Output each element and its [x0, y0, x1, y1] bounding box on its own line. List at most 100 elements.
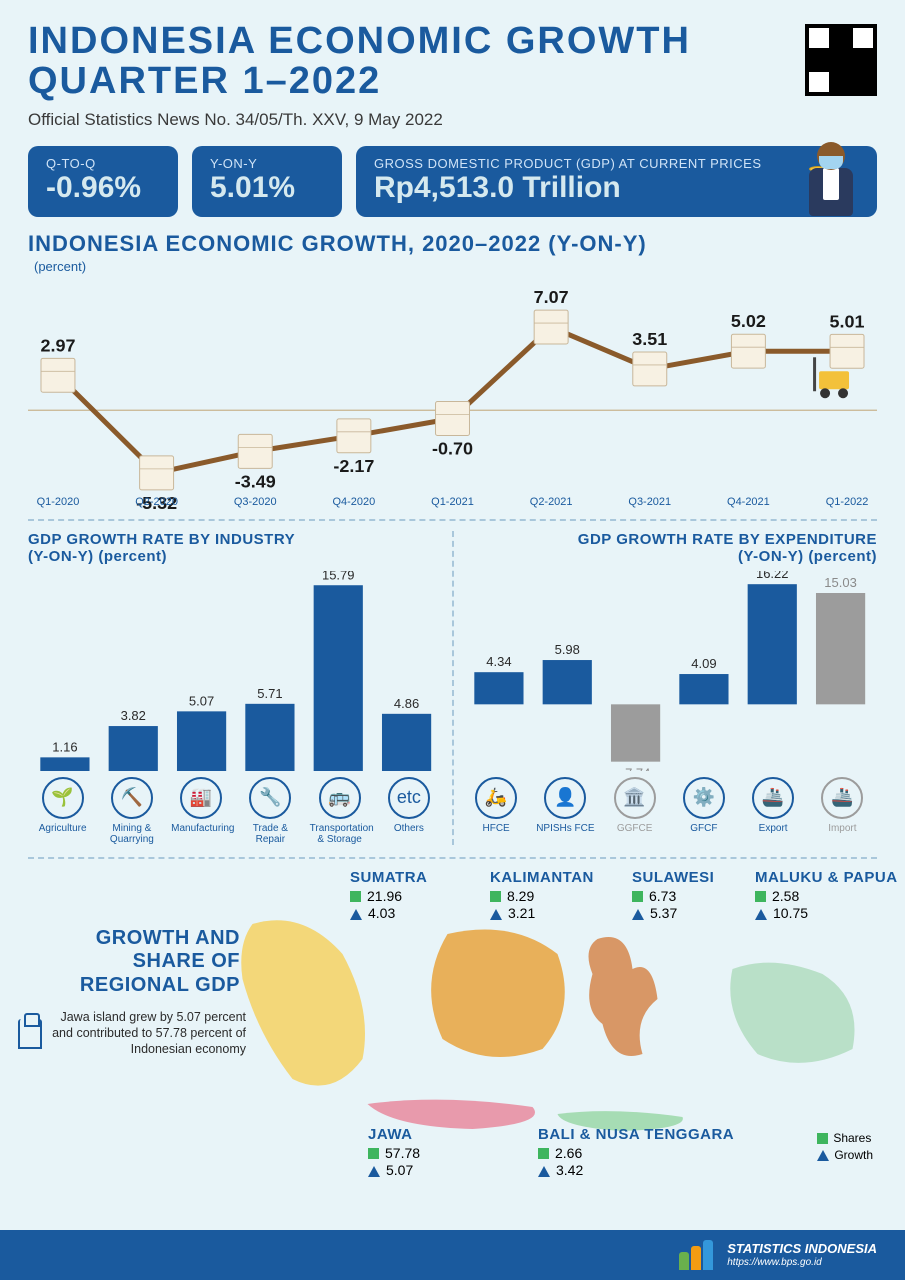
kpi-yony-label: Y-ON-Y	[210, 156, 324, 171]
svg-text:Q3-2020: Q3-2020	[234, 496, 277, 508]
kpi-gdp: GROSS DOMESTIC PRODUCT (GDP) AT CURRENT …	[356, 146, 877, 217]
category-icon: 🏭	[180, 777, 222, 819]
category-label: Others	[379, 823, 439, 834]
industry-chart: GDP GROWTH RATE BY INDUSTRY (Y-ON-Y) (pe…	[28, 531, 444, 845]
category-icon: 🚌	[319, 777, 361, 819]
title-line1: INDONESIA ECONOMIC GROWTH	[28, 20, 691, 62]
regional-legend: Shares Growth	[817, 1130, 873, 1164]
category-label: HFCE	[466, 823, 526, 834]
svg-text:Q1-2020: Q1-2020	[37, 496, 80, 508]
svg-text:15.79: 15.79	[322, 571, 355, 582]
category-label: Mining & Quarrying	[102, 823, 162, 845]
category-label: Import	[812, 823, 872, 834]
expenditure-chart: GDP GROWTH RATE BY EXPENDITURE (Y-ON-Y) …	[462, 531, 878, 845]
footer-org: STATISTICS INDONESIA	[727, 1242, 877, 1257]
industry-icon-row: 🌱 Agriculture ⛏️ Mining & Quarrying 🏭 Manufac…	[28, 777, 444, 845]
qr-code-icon[interactable]	[805, 24, 877, 96]
page-subtitle: Official Statistics News No. 34/05/Th. X…	[28, 110, 877, 130]
category-transportation-storage: 🚌 Transportation & Storage	[310, 777, 370, 845]
growth-icon	[350, 909, 362, 920]
region-share: 2.58	[772, 888, 799, 906]
category-icon: ⚙️	[683, 777, 725, 819]
region-growth: 4.03	[368, 905, 395, 923]
svg-text:2.97: 2.97	[40, 335, 75, 355]
region-share: 6.73	[649, 888, 676, 906]
region-name: JAWA	[368, 1126, 420, 1143]
category-icon: 🚢	[752, 777, 794, 819]
regional-section: GROWTH AND SHARE OF REGIONAL GDP Jawa is…	[0, 869, 905, 1224]
category-icon: 🛵	[475, 777, 517, 819]
category-manufacturing: 🏭 Manufacturing	[171, 777, 231, 845]
growth-legend-label: Growth	[834, 1147, 873, 1164]
region-sumatra: SUMATRA21.964.03	[350, 869, 427, 923]
category-label: Export	[743, 823, 803, 834]
footer: STATISTICS INDONESIA https://www.bps.go.…	[0, 1230, 905, 1280]
growth-icon	[490, 909, 502, 920]
bar-charts-row: GDP GROWTH RATE BY INDUSTRY (Y-ON-Y) (pe…	[0, 531, 905, 845]
category-icon: 🌱	[42, 777, 84, 819]
kpi-qtoq-label: Q-TO-Q	[46, 156, 160, 171]
svg-text:4.86: 4.86	[394, 696, 419, 711]
share-icon	[632, 891, 643, 902]
region-bali-nusa-tenggara: BALI & NUSA TENGGARA2.663.42	[538, 1126, 734, 1180]
svg-text:5.02: 5.02	[731, 311, 766, 331]
svg-text:5.07: 5.07	[189, 693, 214, 708]
region-maluku-papua: MALUKU & PAPUA2.5810.75	[755, 869, 898, 923]
region-sulawesi: SULAWESI6.735.37	[632, 869, 714, 923]
svg-text:-3.49: -3.49	[235, 471, 276, 491]
growth-icon	[538, 1166, 550, 1177]
category-icon: ⛏️	[111, 777, 153, 819]
divider-vertical	[452, 531, 454, 845]
svg-text:Q2-2020: Q2-2020	[135, 496, 178, 508]
category-import: 🚢Import	[812, 777, 872, 834]
svg-text:15.03: 15.03	[824, 575, 857, 590]
category-label: GGFCE	[605, 823, 665, 834]
category-label: Manufacturing	[171, 823, 231, 834]
kpi-yony-value: 5.01%	[210, 171, 324, 205]
category-label: Transportation & Storage	[310, 823, 370, 845]
svg-text:4.34: 4.34	[486, 654, 511, 669]
region-name: KALIMANTAN	[490, 869, 594, 886]
line-chart: 2.97Q1-2020-5.32Q2-2020-3.49Q3-2020-2.17…	[28, 286, 877, 511]
shares-swatch-icon	[817, 1133, 828, 1144]
category-icon: etc	[388, 777, 430, 819]
kpi-gdp-value: Rp4,513.0 Trillion	[374, 171, 859, 205]
line-chart-title: INDONESIA ECONOMIC GROWTH, 2020–2022 (Y-…	[0, 231, 905, 257]
region-growth: 10.75	[773, 905, 808, 923]
expenditure-title1: GDP GROWTH RATE BY EXPENDITURE	[462, 531, 878, 548]
svg-text:-7.74: -7.74	[620, 765, 650, 770]
region-name: SULAWESI	[632, 869, 714, 886]
category-icon: 👤	[544, 777, 586, 819]
region-share: 2.66	[555, 1145, 582, 1163]
divider-horizontal	[28, 519, 877, 521]
region-share: 8.29	[507, 888, 534, 906]
category-label: Agriculture	[33, 823, 93, 834]
divider-horizontal-2	[28, 857, 877, 859]
category-label: GFCF	[674, 823, 734, 834]
growth-icon	[368, 1166, 380, 1177]
industry-svg: 1.163.825.075.7115.794.86	[28, 571, 444, 771]
svg-text:16.22: 16.22	[755, 571, 788, 581]
kpi-row: Q-TO-Q -0.96% Y-ON-Y 5.01% GROSS DOMESTI…	[0, 140, 905, 231]
category-hfce: 🛵 HFCE	[466, 777, 526, 834]
svg-text:4.09: 4.09	[691, 656, 716, 671]
kpi-gdp-label: GROSS DOMESTIC PRODUCT (GDP) AT CURRENT …	[374, 156, 859, 171]
region-name: SUMATRA	[350, 869, 427, 886]
category-others: etc Others	[379, 777, 439, 845]
line-chart-unit: (percent)	[0, 259, 905, 274]
svg-text:7.07: 7.07	[534, 287, 569, 307]
svg-text:3.51: 3.51	[632, 329, 667, 349]
category-npishs-fce: 👤 NPISHs FCE	[535, 777, 595, 834]
person-illustration	[791, 136, 871, 226]
category-label: NPISHs FCE	[535, 823, 595, 834]
kpi-qtoq-value: -0.96%	[46, 171, 160, 205]
region-growth: 5.07	[386, 1162, 413, 1180]
expenditure-icon-row: 🛵 HFCE 👤 NPISHs FCE 🏛️ GGFCE ⚙️ GFCF 🚢 Export 🚢Imp…	[462, 777, 878, 834]
svg-text:1.16: 1.16	[52, 739, 77, 754]
svg-text:Q4-2021: Q4-2021	[727, 496, 770, 508]
svg-text:-0.70: -0.70	[432, 438, 473, 458]
share-icon	[755, 891, 766, 902]
svg-text:5.01: 5.01	[830, 311, 865, 331]
category-trade-repair: 🔧Trade & Repair	[240, 777, 300, 845]
category-icon: 🏛️	[614, 777, 656, 819]
